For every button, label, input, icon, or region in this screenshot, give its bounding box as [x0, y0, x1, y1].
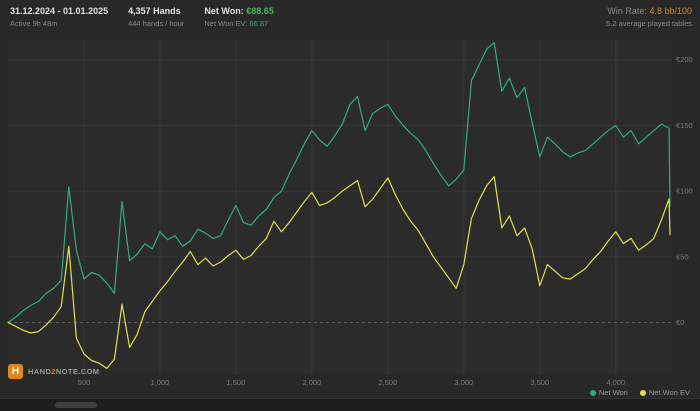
svg-text:€100: €100 — [676, 187, 693, 196]
net-won-dot-icon — [589, 389, 596, 396]
legend-net-won-label: Net Won — [598, 388, 628, 397]
svg-text:4,000: 4,000 — [606, 378, 625, 387]
hand2note-logo-text: HAND2NOTE.COM — [28, 367, 100, 376]
date-range: 31.12.2024 - 01.01.2025 — [10, 6, 109, 16]
svg-text:500: 500 — [78, 378, 91, 387]
scrollbar-handle[interactable] — [55, 402, 97, 408]
win-rate-line: Win Rate: 4.8 bb/100 — [606, 6, 692, 16]
svg-text:3,500: 3,500 — [530, 378, 549, 387]
hands-group: 4,357 Hands 444 hands / hour — [128, 6, 184, 28]
svg-text:€0: €0 — [676, 318, 684, 327]
stats-header: 31.12.2024 - 01.01.2025 Active 9h 48m 4,… — [10, 6, 274, 28]
hands-count: 4,357 Hands — [128, 6, 181, 16]
legend-net-won-ev[interactable]: Net Won EV — [639, 388, 690, 397]
net-won-group: Net Won: €88.65 Net Won EV: 66.87 — [204, 6, 273, 28]
svg-text:€150: €150 — [676, 121, 693, 130]
net-won-ev-value: 66.87 — [249, 19, 269, 28]
net-won-ev-dot-icon — [639, 389, 646, 396]
svg-text:1,500: 1,500 — [227, 378, 246, 387]
chart-legend: Net Won Net Won EV — [589, 388, 690, 397]
net-won-label: Net Won: — [204, 6, 244, 16]
net-won-line: Net Won: €88.65 — [204, 6, 273, 16]
hands-per-hour: 444 hands / hour — [128, 19, 185, 28]
legend-net-won-ev-label: Net Won EV — [648, 388, 690, 397]
net-won-ev-label: Net Won EV: — [204, 19, 248, 28]
hand2note-logo-icon: H — [8, 364, 23, 379]
svg-text:1,000: 1,000 — [151, 378, 170, 387]
svg-text:€200: €200 — [676, 55, 693, 64]
win-rate-label: Win Rate: — [607, 6, 647, 16]
timeline-scrollbar[interactable] — [0, 398, 700, 411]
win-rate-value: 4.8 bb/100 — [649, 6, 692, 16]
svg-text:3,000: 3,000 — [454, 378, 473, 387]
session-group: 31.12.2024 - 01.01.2025 Active 9h 48m — [10, 6, 108, 28]
legend-net-won[interactable]: Net Won — [589, 388, 628, 397]
svg-text:€50: €50 — [676, 252, 689, 261]
avg-tables: 5.2 average played tables — [606, 19, 692, 28]
net-won-value: €88.65 — [246, 6, 274, 16]
svg-text:2,000: 2,000 — [302, 378, 321, 387]
svg-text:2,500: 2,500 — [378, 378, 397, 387]
rate-header: Win Rate: 4.8 bb/100 5.2 average played … — [606, 6, 692, 28]
active-time: Active 9h 48m — [10, 19, 58, 28]
net-won-ev-line: Net Won EV: 66.87 — [204, 19, 273, 28]
hand2note-logo[interactable]: H HAND2NOTE.COM — [8, 364, 99, 379]
